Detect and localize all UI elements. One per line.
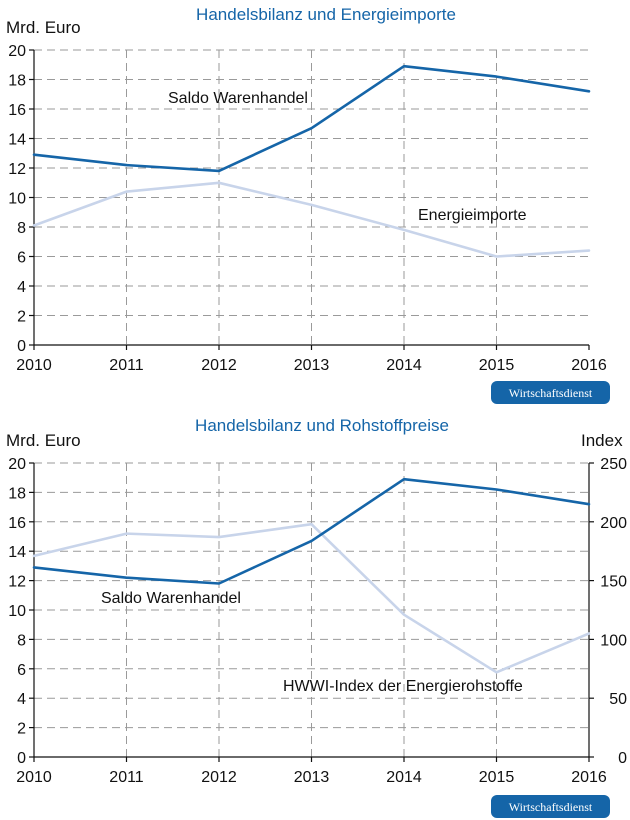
y-tick-label: 12 bbox=[8, 161, 26, 178]
y-axis-unit-label: Mrd. Euro bbox=[6, 18, 81, 37]
chart-1: Handelsbilanz und Energieimporte Mrd. Eur… bbox=[6, 5, 610, 404]
badge-background bbox=[491, 381, 610, 404]
y-tick-label: 0 bbox=[17, 750, 26, 767]
x-tick-label: 2012 bbox=[201, 769, 237, 786]
badge-label: Wirtschaftsdienst bbox=[509, 386, 593, 400]
right-tick-label: 200 bbox=[600, 515, 627, 532]
y-tick-label: 16 bbox=[8, 102, 26, 119]
y-tick-label: 16 bbox=[8, 515, 26, 532]
right-tick-label: 0 bbox=[618, 750, 627, 767]
right-axis-unit-label: Index bbox=[581, 431, 623, 450]
x-tick-label: 2011 bbox=[109, 769, 144, 786]
y-tick-label: 18 bbox=[8, 73, 26, 90]
badge-label: Wirtschaftsdienst bbox=[509, 800, 593, 814]
y-tick-label: 0 bbox=[17, 338, 26, 355]
y-tick-label: 10 bbox=[8, 603, 26, 620]
chart-title: Handelsbilanz und Energieimporte bbox=[196, 5, 456, 24]
series-label: HWWI-Index der Energierohstoffe bbox=[283, 678, 523, 695]
x-tick-label: 2012 bbox=[201, 357, 237, 374]
x-tick-label: 2016 bbox=[571, 357, 607, 374]
series-label: Saldo Warenhandel bbox=[101, 590, 241, 607]
y-tick-label: 6 bbox=[17, 662, 26, 679]
x-tick-label: 2011 bbox=[109, 357, 144, 374]
x-tick-label: 2015 bbox=[479, 357, 515, 374]
x-tick-label: 2013 bbox=[294, 769, 330, 786]
y-tick-label: 4 bbox=[17, 279, 26, 296]
y-tick-label: 2 bbox=[17, 721, 26, 738]
series-line-saldo bbox=[32, 64, 591, 173]
y-tick-label: 4 bbox=[17, 691, 26, 708]
right-tick-label: 50 bbox=[609, 691, 627, 708]
source-badge: Wirtschaftsdienst bbox=[491, 795, 610, 818]
source-badge: Wirtschaftsdienst bbox=[491, 381, 610, 404]
x-tick-label: 2010 bbox=[16, 357, 52, 374]
badge-background bbox=[491, 795, 610, 818]
y-tick-label: 18 bbox=[8, 485, 26, 502]
y-tick-label: 8 bbox=[17, 220, 26, 237]
y-tick-label: 14 bbox=[8, 544, 26, 561]
series-label: Saldo Warenhandel bbox=[168, 90, 308, 107]
y-tick-label: 20 bbox=[8, 456, 26, 473]
chart-title: Handelsbilanz und Rohstoffpreise bbox=[195, 416, 449, 435]
y-tick-label: 14 bbox=[8, 132, 26, 149]
y-tick-label: 8 bbox=[17, 632, 26, 649]
x-tick-label: 2013 bbox=[294, 357, 330, 374]
series-label: Energieimporte bbox=[418, 207, 527, 224]
right-tick-label: 150 bbox=[600, 574, 627, 591]
x-tick-label: 2014 bbox=[386, 769, 422, 786]
y-tick-label: 20 bbox=[8, 43, 26, 60]
chart-2: Handelsbilanz und Rohstoffpreise Mrd. Eur… bbox=[6, 416, 627, 818]
y-tick-label: 2 bbox=[17, 309, 26, 326]
y-tick-label: 6 bbox=[17, 250, 26, 267]
y-axis-unit-label: Mrd. Euro bbox=[6, 431, 81, 450]
y-tick-label: 10 bbox=[8, 191, 26, 208]
right-tick-label: 100 bbox=[600, 632, 627, 649]
x-tick-label: 2016 bbox=[571, 769, 607, 786]
x-tick-label: 2015 bbox=[479, 769, 515, 786]
x-tick-label: 2010 bbox=[16, 769, 52, 786]
x-tick-label: 2014 bbox=[386, 357, 422, 374]
y-tick-label: 12 bbox=[8, 574, 26, 591]
right-tick-label: 250 bbox=[600, 456, 627, 473]
series-line-secondary bbox=[32, 522, 591, 674]
